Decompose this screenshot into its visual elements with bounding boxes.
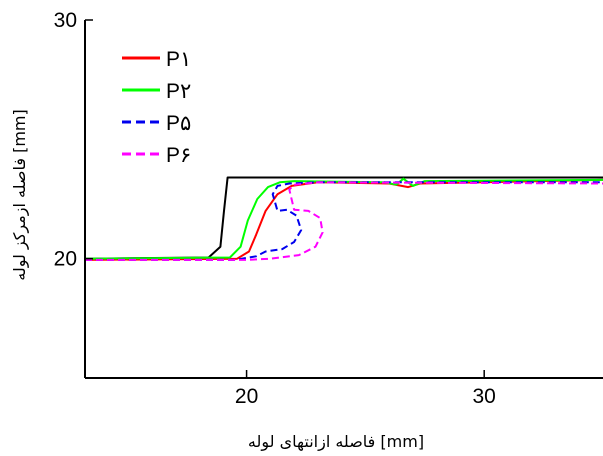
x-tick-label: 30	[473, 385, 496, 408]
y-tick-label: 20	[54, 248, 77, 271]
series-line-reference	[84, 176, 603, 260]
axis-frame	[84, 20, 603, 379]
legend-label: P۵	[166, 112, 191, 135]
series-line-p1	[84, 178, 603, 261]
series-line-p3	[85, 181, 603, 261]
legend: P۱ P۲ P۵ P۶	[122, 48, 191, 167]
ticks: 20 30 20 30	[54, 9, 496, 408]
series-line-p4	[85, 181, 603, 261]
legend-label: P۲	[166, 80, 191, 103]
legend-label: P۶	[166, 144, 191, 167]
y-tick-label: 30	[54, 9, 77, 32]
x-axis-title: [mm] فاصله ازانتهای لوله	[248, 432, 424, 452]
y-axis-title: [mm] فاصله ازمرکز لوله	[10, 109, 30, 281]
series-line-p2	[84, 177, 603, 260]
plot-marks	[84, 176, 603, 261]
legend-label: P۱	[166, 48, 191, 71]
x-tick-label: 20	[235, 385, 258, 408]
